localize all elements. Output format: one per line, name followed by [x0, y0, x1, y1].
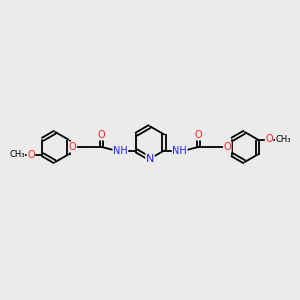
Text: NH: NH [113, 146, 128, 156]
Text: N: N [146, 154, 154, 164]
Text: O: O [224, 142, 231, 152]
Text: O: O [69, 142, 76, 152]
Text: CH₃: CH₃ [275, 135, 291, 144]
Text: NH: NH [172, 146, 187, 156]
Text: O: O [27, 149, 35, 160]
Text: CH₃: CH₃ [9, 150, 25, 159]
Text: O: O [265, 134, 273, 145]
Text: O: O [98, 130, 106, 140]
Text: O: O [194, 130, 202, 140]
